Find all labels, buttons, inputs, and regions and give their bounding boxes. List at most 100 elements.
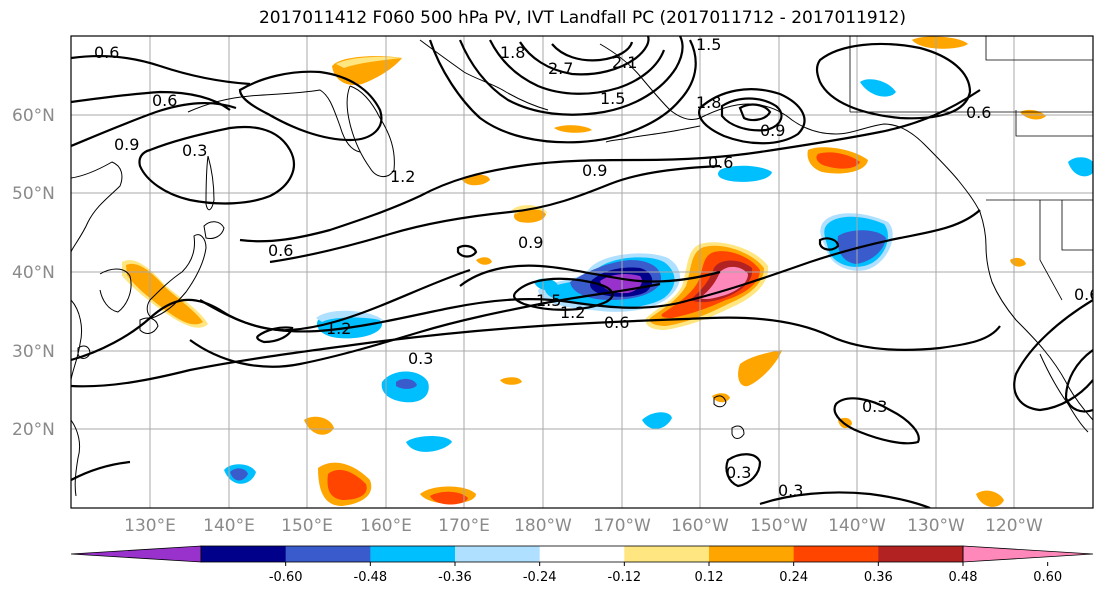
colorbar-outline — [200, 545, 964, 563]
colorbar-tick-label: -0.12 — [608, 570, 642, 585]
lon-label: 120°W — [985, 516, 1043, 536]
contour-label: 0.9 — [760, 121, 785, 140]
island-hawaii-big — [731, 425, 745, 439]
coast-china — [71, 299, 83, 381]
coast-asia-mainland — [71, 161, 123, 253]
lon-label: 140°W — [828, 516, 886, 536]
coast-bc — [957, 179, 987, 247]
contour-label: 0.6 — [966, 103, 991, 122]
contour-small-loop-2 — [818, 237, 840, 251]
contour-1p2-a — [199, 268, 471, 332]
contour-0p9-b — [269, 164, 721, 264]
colorbar-tick-label: -0.48 — [354, 570, 388, 585]
colorbar-tick-label: -0.24 — [523, 570, 557, 585]
colorbar-tick-label: -0.36 — [438, 570, 472, 585]
borders — [849, 36, 1093, 301]
contour-label: 1.5 — [696, 35, 721, 54]
colorbar-segment — [201, 546, 287, 562]
contour-0p3-north2 — [238, 70, 383, 142]
lon-label: 150°E — [281, 516, 333, 536]
contour-0p9-nw — [71, 101, 237, 148]
colorbar-tick-label: 0.60 — [1033, 570, 1062, 585]
coast-hokkaido — [203, 221, 225, 239]
contour-label: 0.6 — [152, 91, 177, 110]
longitude-labels: 130°E 140°E 150°E 160°E 170°E 180°W 170°… — [124, 516, 1043, 536]
contour-label: 1.8 — [500, 43, 525, 62]
shade-small-9 — [304, 416, 334, 435]
contour-0p3-far-south — [71, 460, 131, 481]
coast-aleutians — [605, 125, 701, 143]
contour-east-trough2 — [1064, 349, 1093, 413]
lat-label: 20°N — [12, 420, 55, 440]
contour-north-3 — [489, 39, 666, 95]
contour-label: 1.5 — [536, 291, 561, 310]
colorbar: -0.60 -0.48 -0.36 -0.24 -0.12 0.12 0.24 0.36 0.4… — [70, 545, 1094, 585]
shade-150w-cyan — [718, 165, 772, 182]
contour-label: 0.3 — [726, 463, 751, 482]
shade-small-10b — [327, 469, 367, 500]
shade-small-4 — [500, 377, 522, 385]
shade-small-3 — [476, 257, 492, 265]
shade-small-8b — [230, 468, 248, 481]
shade-small-17 — [912, 36, 968, 49]
contour-0p9-a — [189, 282, 661, 368]
pv-contours — [71, 36, 1093, 508]
colorbar-tick-label: 0.48 — [949, 570, 978, 585]
shade-small-15 — [860, 79, 896, 97]
lat-label: 50°N — [12, 184, 55, 204]
contour-label: 1.2 — [326, 319, 351, 338]
contour-0p3-bottom — [759, 491, 931, 508]
lon-label: 170°E — [438, 516, 490, 536]
colorbar-ticks: -0.60 -0.48 -0.36 -0.24 -0.12 0.12 0.24 0.36 0.4… — [269, 562, 1062, 585]
contour-label: 1.2 — [560, 303, 585, 322]
shade-pos-pink — [700, 266, 748, 300]
contour-label: 2.1 — [612, 53, 637, 72]
shade-small-16 — [1068, 157, 1093, 177]
contour-label: 0.9 — [582, 161, 607, 180]
lon-label: 160°E — [360, 516, 412, 536]
lat-label: 60°N — [12, 106, 55, 126]
contour-label: 1.8 — [696, 93, 721, 112]
colorbar-tick-label: 0.24 — [779, 570, 808, 585]
colorbar-segment — [793, 546, 879, 562]
shade-small-14 — [976, 490, 1004, 507]
shade-small-12 — [738, 350, 782, 387]
coast-philippines — [71, 419, 81, 497]
map-frame — [70, 35, 1094, 509]
contour-ne-2 — [720, 97, 783, 132]
colorbar-segments — [70, 545, 1094, 563]
contour-label: 0.9 — [114, 135, 139, 154]
colorbar-tick-label: 0.12 — [695, 570, 724, 585]
lon-label: 160°W — [671, 516, 729, 536]
contour-label: 0.6 — [604, 313, 629, 332]
colorbar-segment — [709, 546, 795, 562]
contour-label: 2.7 — [548, 59, 573, 78]
coast-okhotsk — [187, 89, 361, 153]
lon-label: 130°E — [124, 516, 176, 536]
border-states-2 — [1061, 200, 1093, 251]
shade-japan — [126, 263, 203, 325]
contour-ne-3 — [738, 103, 772, 122]
coast-kamchatka — [346, 85, 395, 177]
contour-north-1 — [428, 39, 697, 144]
contour-label: 1.2 — [390, 167, 415, 186]
colorbar-tick-label: 0.36 — [864, 570, 893, 585]
lat-label: 30°N — [12, 342, 55, 362]
contour-label: 0.6 — [94, 43, 119, 62]
contour-0p6-nw — [71, 54, 251, 86]
contour-label: 0.6 — [1074, 285, 1099, 304]
contour-1p2-b — [459, 264, 721, 287]
lat-label: 40°N — [12, 263, 55, 283]
island-hawaii — [713, 395, 727, 408]
coast-kyushu — [139, 317, 159, 334]
contour-0p3-south — [71, 316, 1001, 388]
shade-small-7 — [406, 436, 452, 452]
contour-north-5 — [551, 41, 634, 62]
colorbar-extend-left — [70, 545, 202, 563]
contour-0p3-se2 — [725, 453, 762, 488]
contour-label: 0.6 — [268, 241, 293, 260]
contour-labels: 0.6 0.6 0.9 0.3 1.2 0.6 0.9 0.6 0.9 1.5 … — [94, 35, 1099, 500]
coast-japan-honshu — [146, 234, 207, 319]
shade-small-6 — [642, 412, 672, 429]
